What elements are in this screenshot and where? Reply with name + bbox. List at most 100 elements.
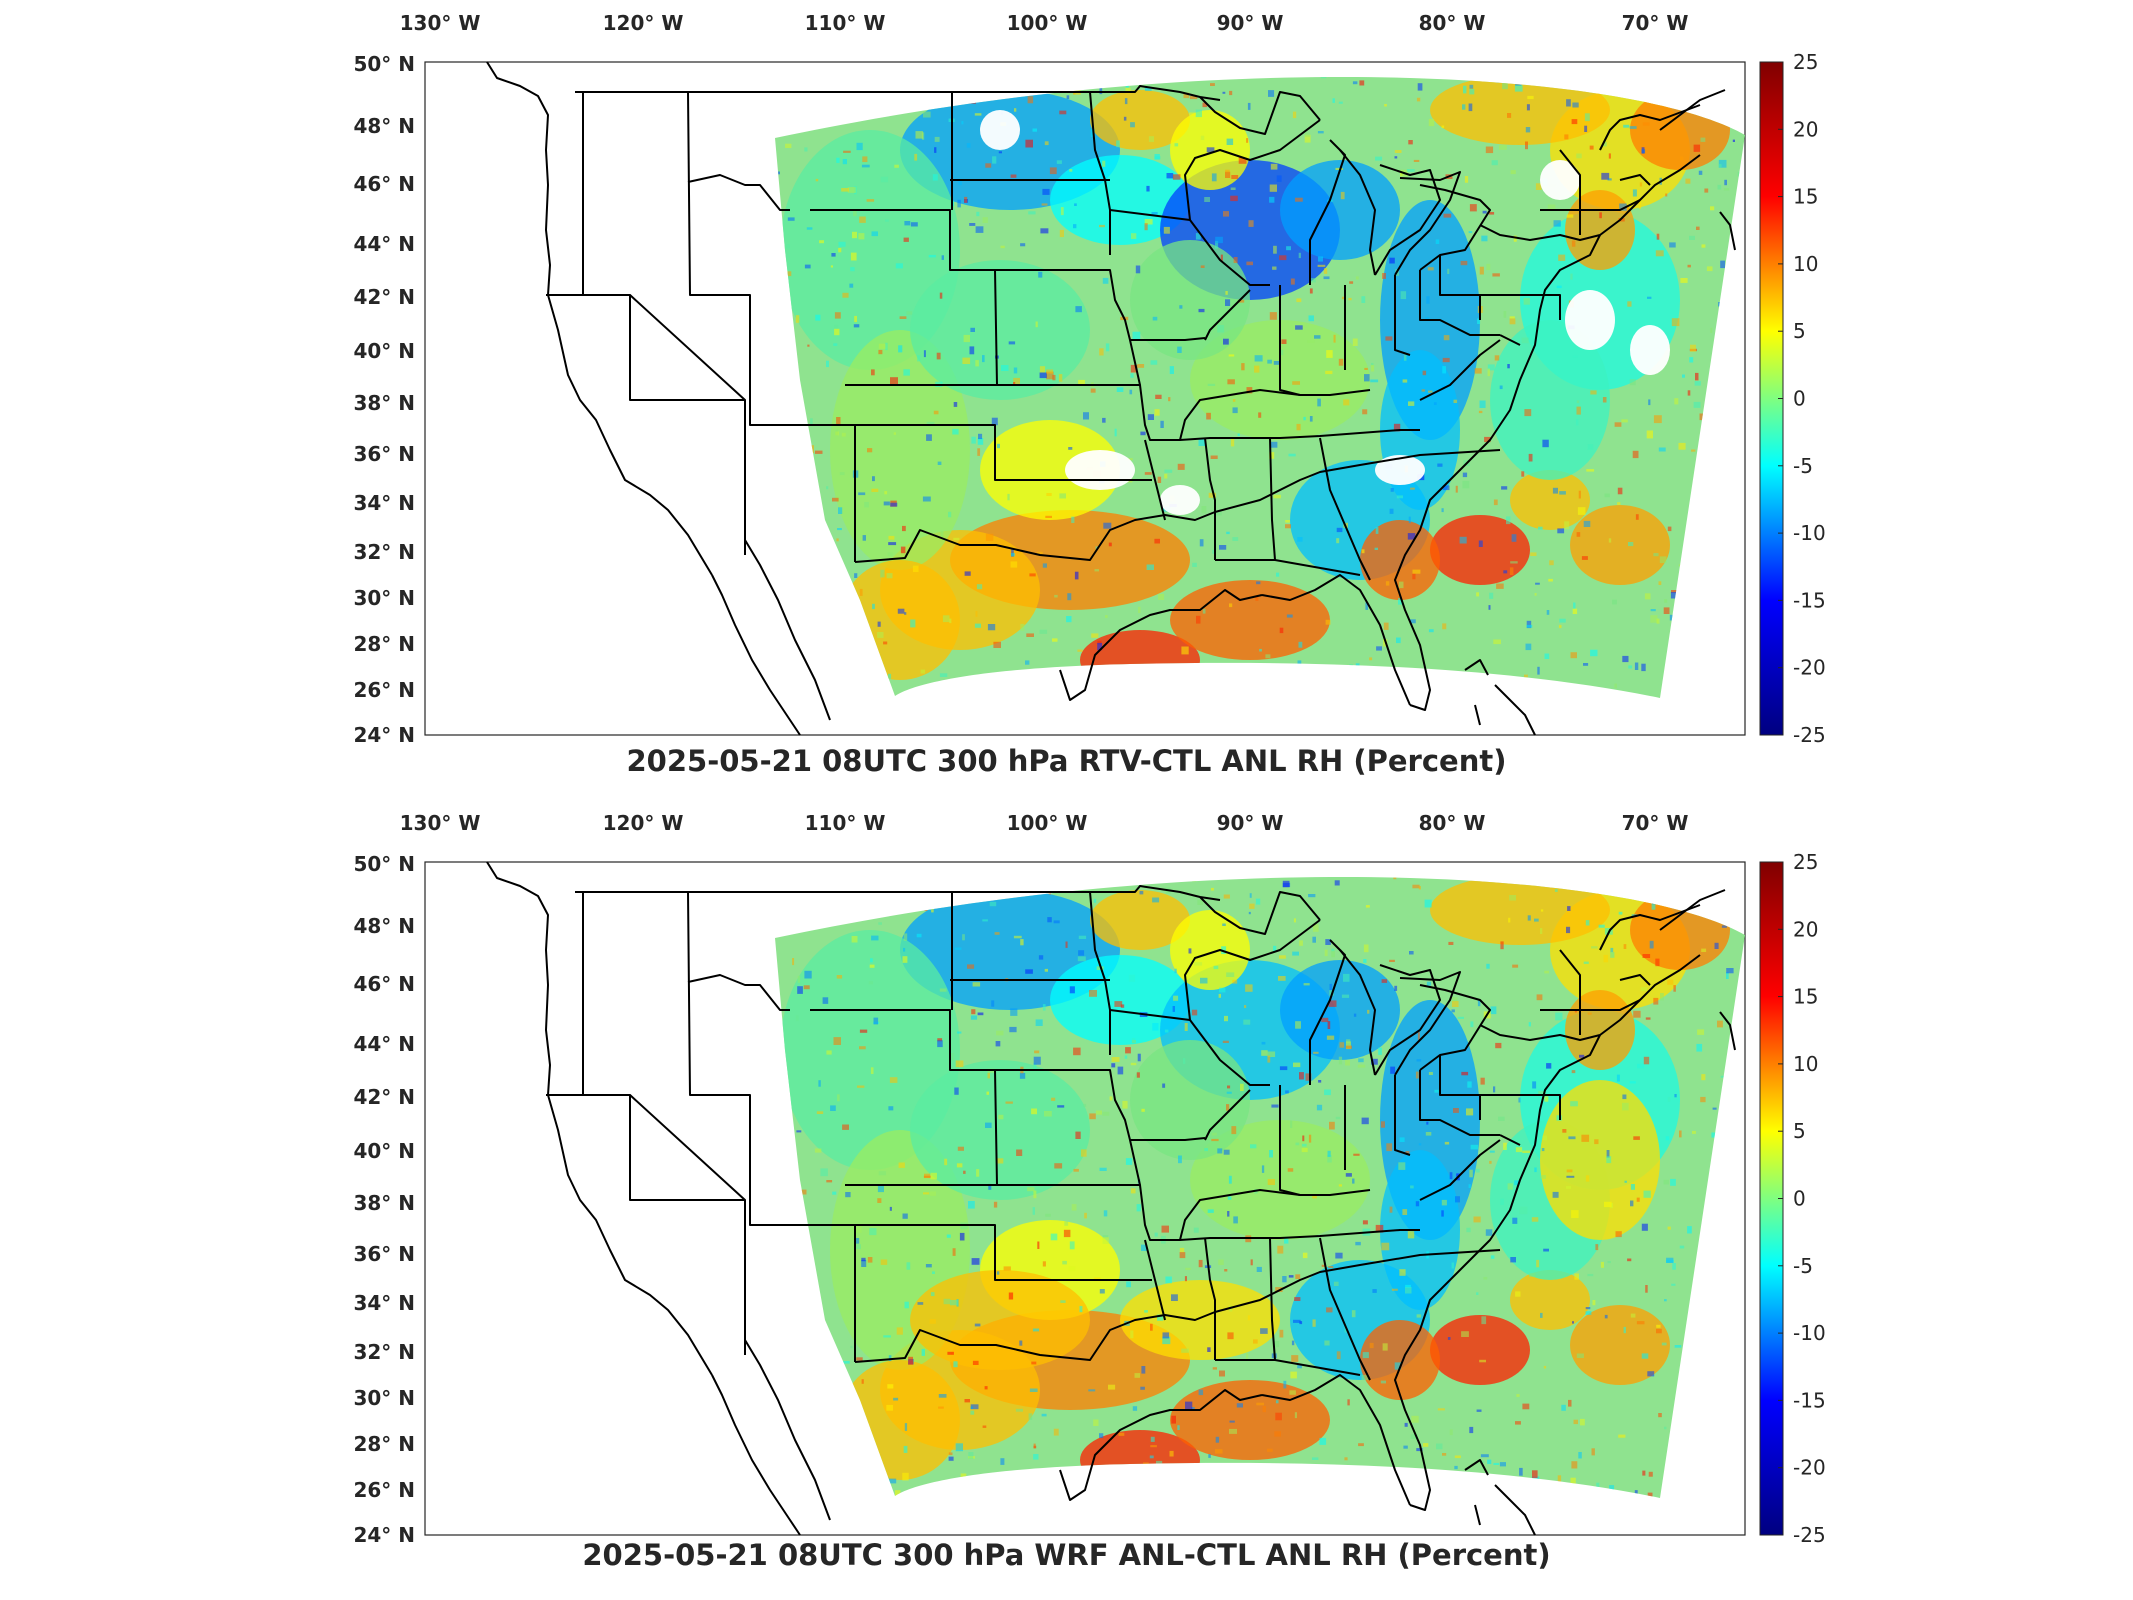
rh-pixel [1323,268,1328,274]
rh-pixel [1499,385,1503,390]
rh-pixel [1032,1328,1040,1332]
rh-pixel [833,1037,841,1045]
rh-pixel [1522,1150,1530,1153]
rh-pixel [1275,1400,1279,1404]
rh-pixel [1248,911,1251,915]
rh-pixel [1570,273,1573,280]
rh-pixel [1674,1094,1677,1098]
rh-pixel [1692,1130,1696,1134]
rh-pixel [1035,1019,1043,1026]
rh-pixel [976,584,983,590]
missing-data-patch [980,110,1020,150]
rh-pixel [1146,185,1150,192]
rh-pixel [1033,1454,1039,1460]
rh-pixel [1623,124,1630,128]
rh-pixel [1606,1156,1612,1164]
rh-pixel [1529,1273,1536,1277]
rh-pixel [1335,1252,1343,1259]
rh-pixel [1227,379,1235,385]
rh-pixel [1214,510,1222,516]
boundary-line [1339,949,1376,1076]
rh-pixel [1485,146,1494,154]
rh-pixel [1724,179,1727,186]
rh-pixel [937,1040,943,1048]
rh-pixel [1651,903,1656,910]
rh-pixel [1103,522,1112,529]
rh-pixel [1665,193,1668,197]
rh-pixel [1701,948,1707,952]
rh-pixel [910,222,918,227]
rh-pixel [1461,1071,1469,1076]
missing-data-patch [1375,455,1425,485]
rh-pixel [1047,917,1052,923]
rh-pixel [1020,623,1025,631]
rh-anomaly-patch [1130,1040,1250,1160]
rh-pixel [851,936,858,943]
rh-pixel [1463,85,1467,94]
rh-pixel [1643,1190,1651,1198]
rh-pixel [1015,1408,1023,1412]
rh-pixel [1418,1143,1422,1146]
rh-pixel [1410,487,1415,490]
rh-pixel [1352,1178,1355,1184]
rh-pixel [928,254,936,258]
boundary-line [1499,1134,1521,1146]
rh-pixel [1215,1449,1223,1454]
boundary-line [546,294,746,555]
rh-pixel [1649,940,1654,949]
colorbar-label: -10 [1793,521,1826,545]
rh-pixel [964,571,971,576]
rh-pixel [1336,538,1340,544]
rh-pixel [1602,141,1607,147]
boundary-line [1394,1075,1411,1156]
boundary-line [1619,974,1651,986]
boundary-line [1179,1189,1371,1241]
rh-pixel [1298,641,1303,648]
rh-pixel [1502,82,1508,90]
rh-pixel [1052,638,1058,642]
rh-pixel [1333,1281,1339,1286]
rh-pixel [971,1009,976,1015]
rh-pixel [963,334,970,343]
boundary-line [1599,104,1701,151]
boundary-line [711,1374,801,1536]
rh-pixel [1622,655,1629,663]
rh-pixel [1630,1200,1634,1207]
rh-pixel [1361,296,1366,303]
rh-pixel [1299,1072,1304,1080]
rh-pixel [836,417,841,425]
rh-pixel [859,588,863,596]
rh-pixel [923,1192,930,1195]
rh-pixel [1629,1081,1636,1084]
rh-pixel [1254,355,1263,362]
rh-pixel [1423,1443,1429,1447]
rh-pixel [1469,204,1477,212]
rh-pixel [862,535,866,541]
rh-pixel [1102,417,1106,423]
rh-pixel [1526,620,1532,629]
rh-pixel [1530,552,1537,556]
rh-pixel [989,901,997,907]
rh-pixel [1171,1294,1178,1301]
rh-pixel [1295,197,1303,202]
rh-pixel [1624,1180,1627,1183]
lat-label: 44° N [353,1032,415,1056]
rh-pixel [1442,485,1450,491]
rh-pixel [1291,1340,1295,1346]
rh-pixel [1371,362,1374,366]
rh-pixel [1453,399,1458,403]
rh-pixel [991,417,998,426]
rh-pixel [1345,1173,1352,1177]
rh-pixel [1025,660,1030,665]
rh-pixel [1442,1453,1447,1456]
rh-pixel [1126,1281,1131,1288]
rh-pixel [1531,1217,1539,1222]
rh-field [775,76,1745,699]
rh-pixel [1614,683,1617,689]
rh-pixel [1514,1180,1520,1186]
rh-pixel [1103,1210,1108,1217]
rh-pixel [820,1168,828,1177]
rh-pixel [1178,1155,1182,1164]
rh-pixel [1641,663,1646,672]
rh-pixel [873,1017,879,1025]
